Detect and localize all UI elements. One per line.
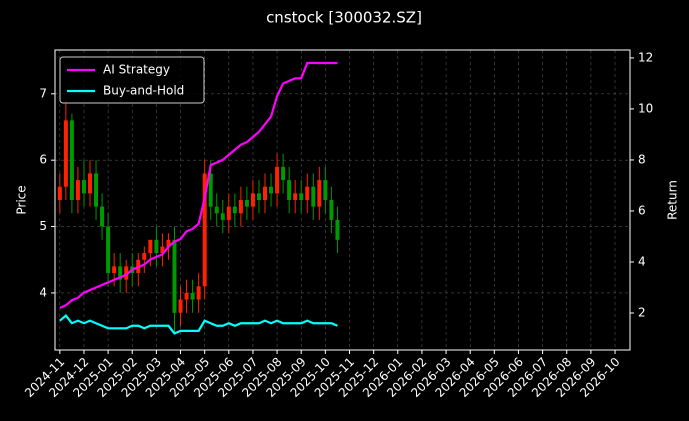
candle-body [305, 186, 310, 200]
y2-tick-label: 8 [638, 152, 646, 166]
candle-body [184, 292, 189, 300]
y2-tick-label: 10 [638, 101, 653, 115]
candle-body [142, 253, 147, 260]
candle-body [275, 166, 280, 194]
y2-tick-label: 6 [638, 203, 646, 217]
candle-body [299, 193, 304, 200]
candle-body [106, 226, 111, 274]
y2-tick-label: 2 [638, 306, 646, 320]
candle-body [256, 193, 261, 200]
candle-body [208, 173, 213, 207]
candle-body [154, 239, 159, 254]
candle-body [166, 239, 171, 247]
candle-body [81, 180, 86, 194]
candle-body [202, 173, 207, 287]
candle-body [69, 120, 74, 200]
candle-body [232, 206, 237, 214]
legend-box [59, 56, 205, 104]
line-series [59, 313, 338, 335]
y2-tick-label: 4 [638, 254, 646, 268]
y-tick-label: 5 [39, 219, 47, 233]
y-tick-label: 4 [39, 285, 47, 299]
y2-axis-label: Return [666, 180, 680, 220]
candle-body [148, 239, 153, 254]
candle-body [311, 186, 316, 207]
chart-title: cnstock [300032.SZ] [266, 9, 422, 27]
legend-label: AI Strategy [103, 63, 170, 77]
candle-body [226, 206, 231, 220]
line-series [59, 61, 338, 309]
candle-body [244, 200, 249, 207]
candle-body [220, 213, 225, 220]
y-tick-label: 7 [39, 86, 47, 100]
candle-body [160, 246, 165, 254]
candle-body [94, 173, 99, 207]
candle-body [329, 200, 334, 220]
candle-body [88, 173, 93, 194]
candle-body [323, 180, 328, 200]
candle-body [112, 266, 117, 274]
legend-label: Buy-and-Hold [103, 84, 184, 98]
candle-body [335, 219, 340, 240]
candle-body [57, 186, 62, 200]
y-axis-label: Price [15, 185, 29, 214]
candle-body [118, 266, 123, 280]
candle-body [172, 239, 177, 313]
candle-body [263, 186, 268, 200]
candle-body [293, 193, 298, 200]
y-tick-label: 6 [39, 153, 47, 167]
candle-body [124, 266, 129, 280]
candle-body [287, 180, 292, 200]
candle-body [250, 193, 255, 207]
y2-tick-label: 12 [638, 50, 653, 64]
candle-body [190, 292, 195, 300]
candle-body [238, 200, 243, 214]
candle-body [281, 166, 286, 181]
candle-body [75, 180, 80, 200]
candle-body [63, 120, 68, 187]
plot-frame [54, 49, 631, 351]
candle-body [196, 286, 201, 300]
candle-body [269, 186, 274, 194]
candle-body [214, 206, 219, 214]
candle-body [178, 299, 183, 313]
candle-body [317, 180, 322, 207]
candle-body [100, 206, 105, 227]
